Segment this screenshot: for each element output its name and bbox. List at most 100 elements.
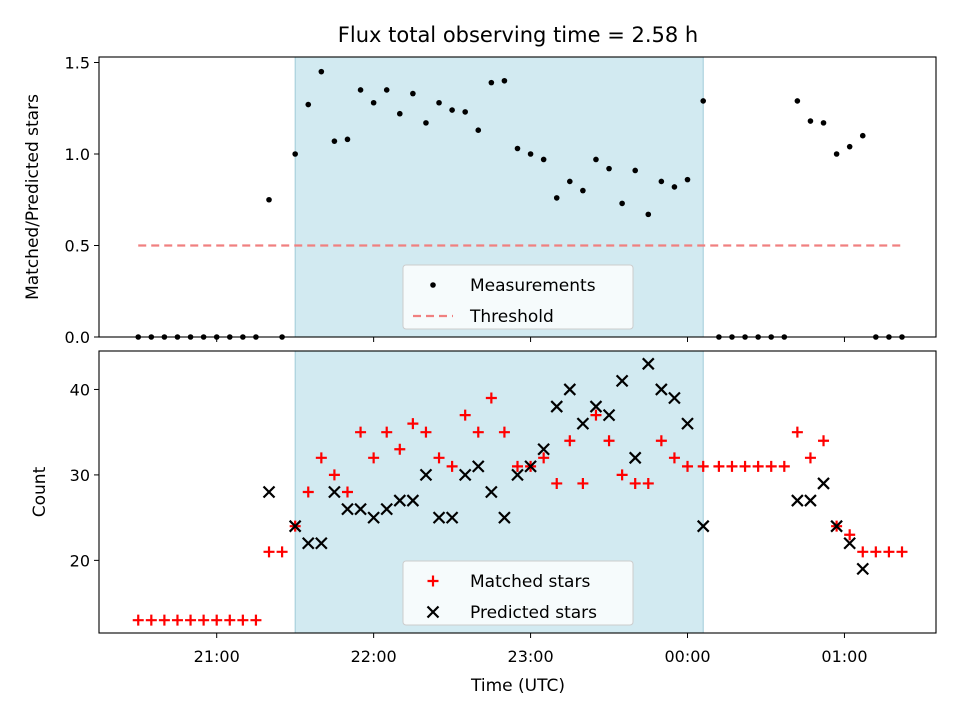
- matched-stars-point: [485, 392, 497, 404]
- predicted-stars-point: [367, 511, 380, 524]
- matched-stars-point: [446, 460, 458, 472]
- measurements-legend-swatch: [430, 282, 436, 288]
- matched-stars-point: [713, 460, 725, 472]
- matched-stars-point: [726, 460, 738, 472]
- predicted-stars-point: [856, 562, 870, 576]
- matched-stars-point: [198, 614, 210, 626]
- matched-stars-point: [185, 614, 197, 626]
- predicted-stars-point: [419, 468, 433, 482]
- predicted-stars-point: [511, 468, 524, 482]
- measurements-point: [331, 138, 338, 144]
- matched-stars-point: [472, 426, 484, 438]
- predicted-stars-point: [615, 374, 629, 388]
- measurements-point: [820, 120, 827, 126]
- matched-stars-point: [355, 426, 367, 438]
- bottom-y-tick-label: 30: [70, 466, 90, 485]
- measurements-point: [671, 184, 678, 190]
- matched-stars-point: [551, 477, 563, 489]
- matched-stars-point: [498, 426, 510, 438]
- matched-stars-point: [577, 477, 589, 489]
- predicted-stars-point: [655, 383, 668, 396]
- predicted-stars-point: [262, 485, 276, 499]
- matched-stars-point: [791, 426, 803, 438]
- x-tick-label: 00:00: [664, 647, 710, 666]
- top-axes-frame: [98, 56, 937, 338]
- matched-stars-point: [655, 435, 667, 447]
- bottom-y-axis-label: Count: [30, 466, 50, 517]
- matched-stars-point: [132, 614, 144, 626]
- measurements-point: [632, 167, 639, 174]
- bottom-legend: Matched stars Predicted stars: [402, 560, 634, 626]
- bottom-legend-box: [402, 560, 634, 626]
- measurements-point: [859, 132, 866, 139]
- predicted-stars-point: [328, 485, 341, 499]
- matched-stars-point: [237, 614, 249, 626]
- measurements-point: [567, 178, 573, 185]
- matched-stars-point: [512, 460, 523, 472]
- predicted-stars-point: [498, 511, 511, 524]
- matched-stars-point: [420, 426, 432, 438]
- predicted-stars-point: [288, 519, 302, 533]
- matched-stars-point: [263, 546, 275, 558]
- matched-stars-point: [870, 546, 882, 558]
- top-y-tick-label: 0.5: [65, 236, 90, 255]
- matched-stars-point: [211, 614, 223, 626]
- matched-stars-point: [668, 452, 680, 464]
- bottom-axes-frame: [98, 350, 937, 634]
- measurements-point: [606, 165, 612, 172]
- measurements-point: [410, 90, 416, 97]
- predicted-stars-point: [642, 357, 655, 371]
- predicted-stars-point: [668, 391, 681, 405]
- predicted-stars-point: [628, 451, 642, 465]
- matched-stars-point: [603, 435, 615, 447]
- measurements-point: [344, 136, 351, 143]
- predicted-stars-point: [393, 494, 407, 507]
- measurements-point: [540, 156, 547, 163]
- matched-stars-point: [302, 486, 314, 498]
- matched-stars-point: [145, 614, 157, 626]
- matched-stars-point: [394, 443, 406, 455]
- measurements-point: [266, 196, 272, 203]
- top-legend-box: [402, 264, 634, 330]
- predicted-stars-point: [380, 502, 393, 516]
- matched-stars-point: [381, 426, 393, 438]
- measurements-point: [658, 178, 665, 185]
- matched-stars-point: [697, 460, 709, 472]
- matched-stars-point: [682, 460, 694, 472]
- measurements-point: [292, 151, 298, 157]
- measurements-point: [396, 110, 403, 117]
- predicted-stars-point: [341, 502, 354, 516]
- predicted-stars-point: [354, 502, 367, 516]
- predicted-stars-point: [830, 519, 843, 533]
- top-y-axis-label: Matched/Predicted stars: [23, 94, 43, 300]
- measurements-point: [357, 87, 364, 93]
- matched-stars-point: [778, 460, 790, 472]
- matched-stars-point: [433, 452, 445, 464]
- matched-stars-point: [857, 546, 869, 558]
- threshold-legend-label: Threshold: [469, 307, 554, 327]
- predicted-stars-legend-swatch: [426, 605, 440, 619]
- predicted-stars-point: [524, 460, 537, 473]
- measurements-point: [318, 68, 325, 75]
- matched-stars-point: [341, 486, 353, 498]
- predicted-stars-point: [696, 519, 710, 533]
- measurements-point: [383, 87, 390, 93]
- measurements-point: [527, 151, 534, 157]
- top-legend: Measurements Threshold: [402, 264, 634, 330]
- x-axis-label: Time (UTC): [470, 676, 565, 696]
- measurements-point: [593, 156, 599, 163]
- measurements-point: [700, 98, 707, 104]
- measurements-point: [514, 145, 521, 152]
- matched-stars-point: [564, 435, 576, 447]
- matched-stars-point: [171, 614, 183, 626]
- bottom-y-tick-label: 20: [70, 551, 90, 570]
- matched-stars-point: [896, 546, 908, 558]
- measurements-point: [436, 99, 442, 106]
- measurements-point: [488, 79, 495, 86]
- top-y-tick-label: 1.0: [65, 145, 90, 164]
- top-panel: 0.0 0.5 1.0 1.5 Matched/Predicted stars Measu…: [23, 53, 937, 347]
- matched-stars-point: [328, 469, 340, 481]
- matched-stars-point: [368, 452, 380, 464]
- matched-stars-point: [538, 452, 550, 464]
